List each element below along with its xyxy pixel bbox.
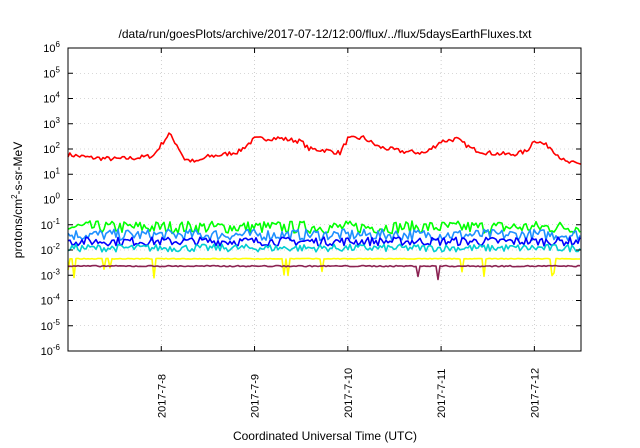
series-line-1 xyxy=(67,132,582,165)
y-tick-label: 10-1 xyxy=(41,217,61,232)
x-tick-label: 2017-7-11 xyxy=(436,369,448,418)
series-line-7 xyxy=(67,264,581,281)
x-axis-label: Coordinated Universal Time (UTC) xyxy=(233,429,417,443)
y-tick-label: 10-2 xyxy=(41,242,61,257)
y-tick-label: 102 xyxy=(43,141,60,156)
y-tick-label: 100 xyxy=(43,192,60,207)
series-line-6 xyxy=(67,257,581,279)
y-tick-label: 106 xyxy=(43,40,60,55)
y-tick-label: 10-4 xyxy=(41,293,61,308)
x-tick-label: 2017-7-9 xyxy=(250,374,262,418)
x-tick-label: 2017-7-12 xyxy=(529,368,541,418)
x-tick-label: 2017-7-10 xyxy=(343,368,355,418)
y-tick-label: 104 xyxy=(43,91,60,106)
x-axis-ticks: 2017-7-8 2017-7-9 2017-7-10 2017-7-11 2017-7… xyxy=(156,48,541,418)
series-line-4 xyxy=(67,236,581,247)
y-axis-ticks: 10-6 10-5 10-4 10-3 10-2 10-1 100 101 102 103 104 1… xyxy=(41,40,581,358)
y-tick-label: 10-6 xyxy=(41,343,61,358)
x-tick-label: 2017-7-8 xyxy=(156,374,168,418)
series-line-5 xyxy=(67,243,581,253)
series-line-3 xyxy=(67,228,581,242)
chart-title: /data/run/goesPlots/archive/2017-07-12/1… xyxy=(119,27,533,41)
y-tick-label: 101 xyxy=(43,166,60,181)
y-tick-label: 10-5 xyxy=(41,318,61,333)
grid xyxy=(68,48,581,351)
y-axis-label: protons/cm2-s-sr-MeV xyxy=(10,142,25,258)
series-group xyxy=(67,132,582,281)
series-line-2 xyxy=(67,220,581,235)
y-tick-label: 103 xyxy=(43,116,60,131)
y-tick-label: 10-3 xyxy=(41,267,61,282)
y-tick-label: 105 xyxy=(43,65,60,80)
